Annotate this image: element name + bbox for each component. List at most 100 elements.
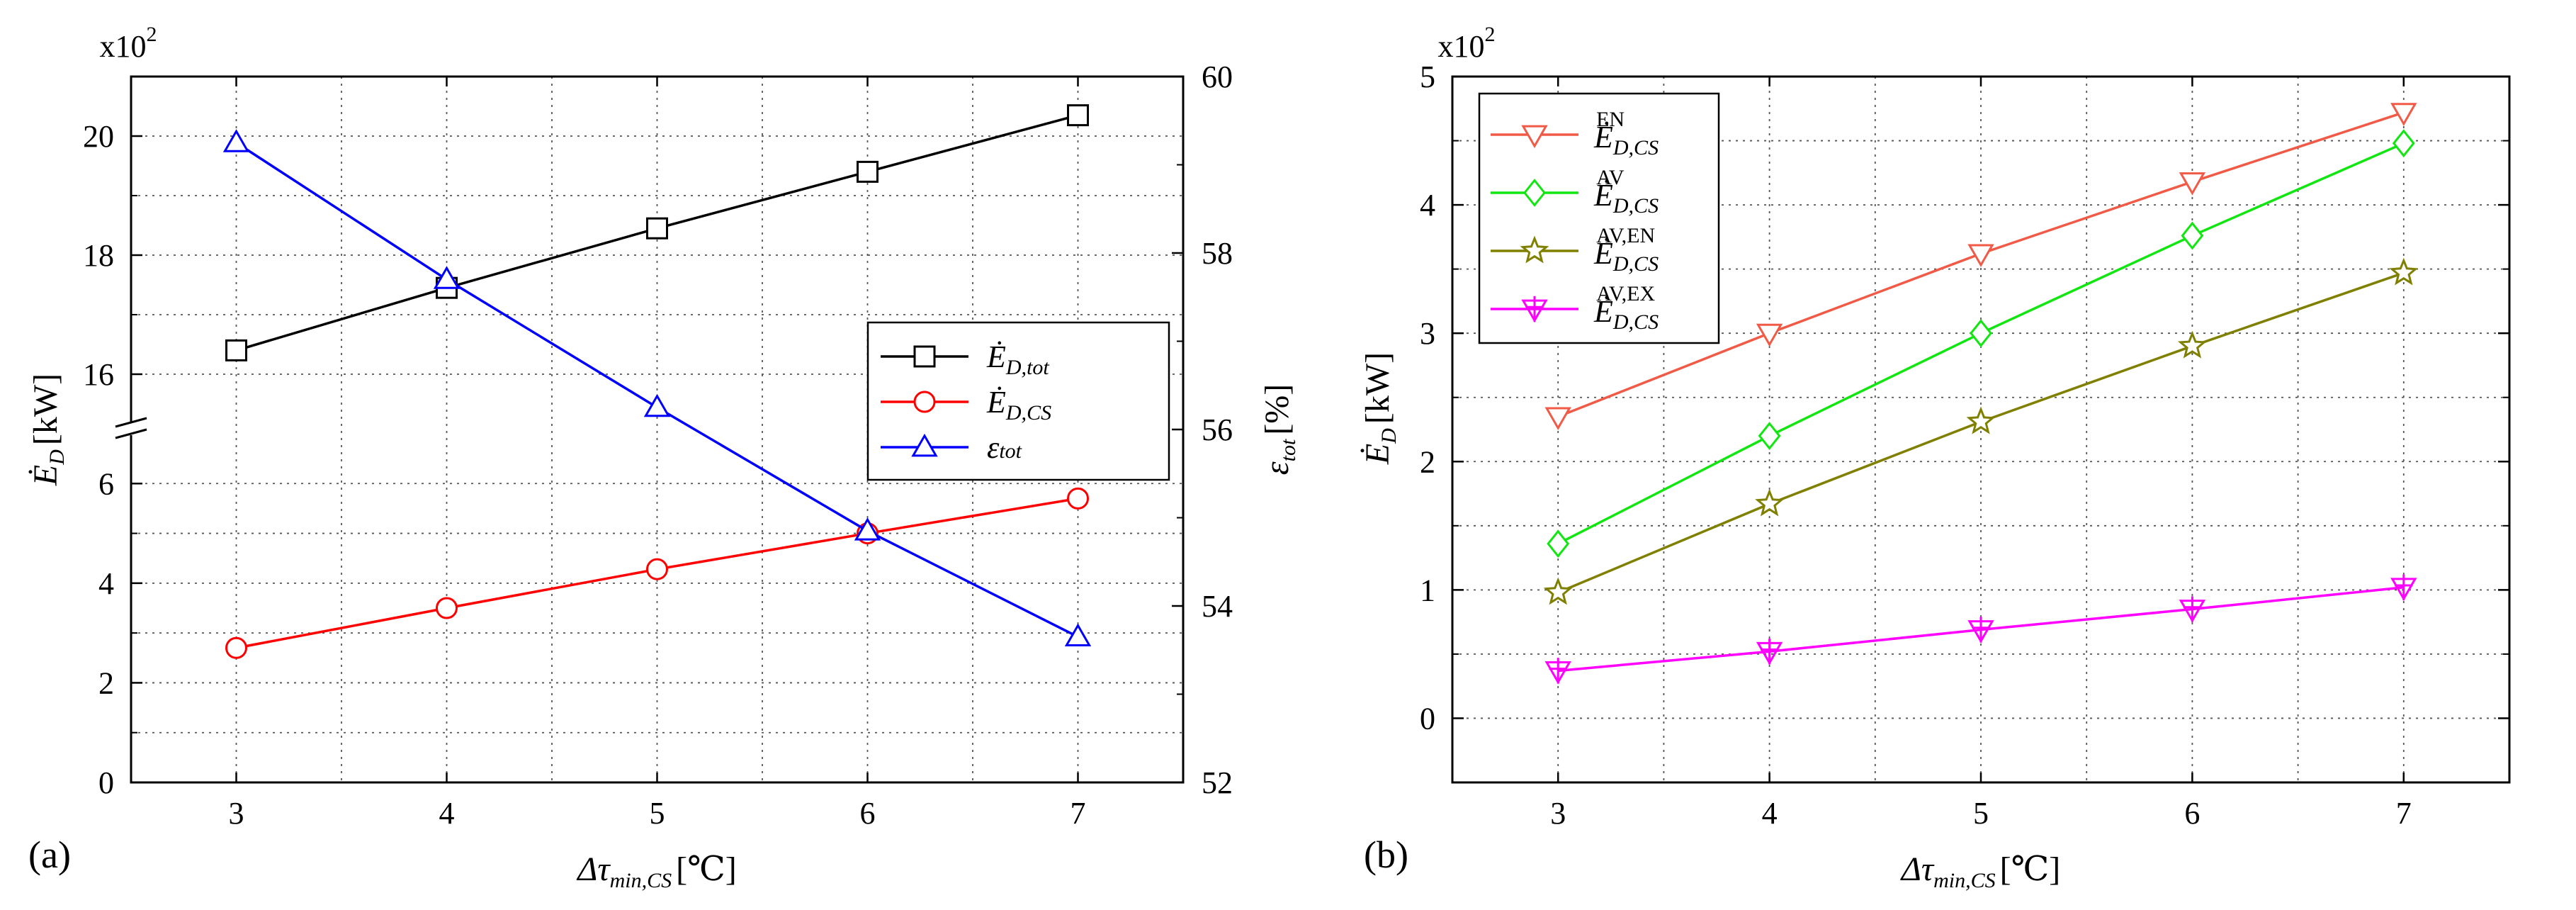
legend-marker-2 bbox=[1520, 235, 1549, 264]
legend-subscript-italic: CS bbox=[1027, 401, 1051, 425]
x-tick-label: 7 bbox=[2396, 796, 2412, 831]
y-right-tick-label: 54 bbox=[1202, 589, 1233, 624]
series-1-point bbox=[225, 636, 247, 659]
legend-subscript: D,CS bbox=[1612, 252, 1659, 276]
y-axis-symbol: Ė bbox=[1359, 444, 1396, 465]
y-multiplier-base: x10 bbox=[100, 29, 147, 64]
series-2-point bbox=[222, 129, 250, 152]
x-tick-label: 7 bbox=[1070, 796, 1086, 831]
x-tick-label: 6 bbox=[860, 796, 876, 831]
legend-marker-1 bbox=[913, 391, 936, 413]
x-axis-subscript: min,CS bbox=[1933, 869, 1996, 892]
legend-symbol: Ė bbox=[986, 385, 1006, 420]
x-tick-label: 5 bbox=[1973, 796, 1989, 831]
x-tick-label: 3 bbox=[1550, 796, 1566, 831]
series-1-point bbox=[1758, 422, 1781, 450]
y-right-axis-title: εtot [%] bbox=[1258, 384, 1300, 476]
series-2-point bbox=[2389, 257, 2419, 286]
y-tick-label: 6 bbox=[98, 466, 114, 501]
y-tick-label: 4 bbox=[98, 566, 114, 601]
y-axis-subscript: D bbox=[1377, 428, 1401, 444]
legend-superscript: AV,EN bbox=[1596, 224, 1655, 247]
series-2-point bbox=[1755, 488, 1785, 517]
x-tick-label: 6 bbox=[2184, 796, 2200, 831]
x-tick-label: 3 bbox=[229, 796, 244, 831]
y-axis-title: ĖD [kW] bbox=[1359, 352, 1401, 465]
legend-marker-1 bbox=[1523, 179, 1546, 207]
legend-label-0: ĖD,CS EN bbox=[1593, 108, 1659, 159]
y-axis-unit: [kW] bbox=[27, 373, 64, 445]
x-axis-subscript: min,CS bbox=[610, 869, 672, 892]
x-axis-symbol: Δτ bbox=[1900, 850, 1935, 888]
y-multiplier-exp: 2 bbox=[147, 23, 157, 46]
legend-subscript: D, bbox=[1005, 401, 1027, 425]
legend-superscript: AV,EX bbox=[1596, 282, 1655, 305]
legend-marker-3 bbox=[1521, 296, 1548, 323]
y-axis-unit: [kW] bbox=[1359, 352, 1396, 424]
legend-symbol: Ė bbox=[1593, 294, 1613, 329]
legend-subscript: D,CS bbox=[1612, 310, 1659, 334]
y-tick-label: 2 bbox=[98, 665, 114, 700]
series-1-point bbox=[646, 558, 668, 580]
legend-marker-0 bbox=[913, 345, 936, 368]
legend-superscript: EN bbox=[1596, 108, 1625, 131]
series-3-point bbox=[1967, 617, 1994, 644]
x-tick-label: 5 bbox=[650, 796, 665, 831]
y-multiplier-exp: 2 bbox=[1485, 23, 1496, 46]
legend-subscript-italic: tot bbox=[1027, 356, 1049, 379]
series-0-point bbox=[646, 217, 668, 240]
x-axis-unit: [℃] bbox=[2000, 850, 2061, 888]
y-axis-symbol: Ė bbox=[27, 465, 64, 486]
series-0-point bbox=[1756, 323, 1783, 347]
series-2-point bbox=[1966, 406, 1996, 434]
series-0-point bbox=[1067, 104, 1089, 127]
series-2-point bbox=[433, 266, 461, 289]
legend-label-2: ĖD,CS AV,EN bbox=[1593, 224, 1659, 276]
series-2-point bbox=[854, 517, 881, 541]
x-axis-symbol: Δτ bbox=[576, 850, 611, 888]
y-tick-label: 18 bbox=[83, 238, 114, 273]
y-axis-title: ĖD [kW] bbox=[27, 373, 69, 486]
panel-label-b: (b) bbox=[1364, 833, 1408, 876]
legend-label-0: ĖD,tot bbox=[986, 339, 1049, 379]
legend-symbol: Ė bbox=[1593, 178, 1613, 213]
x-axis-title: Δτmin,CS [℃] bbox=[576, 850, 737, 892]
y-multiplier: x102 bbox=[1438, 23, 1496, 64]
x-axis-title: Δτmin,CS [℃] bbox=[1900, 850, 2061, 892]
y-right-axis-subscript: tot bbox=[1277, 439, 1300, 461]
y-right-tick-label: 58 bbox=[1202, 236, 1233, 271]
y-tick-label: 4 bbox=[1420, 188, 1435, 223]
legend-subscript-italic: tot bbox=[999, 439, 1022, 463]
y-axis-subscript: D bbox=[45, 449, 69, 466]
y-right-tick-label: 56 bbox=[1202, 412, 1233, 447]
panel-label-a: (a) bbox=[28, 833, 71, 876]
legend-label-1: ĖD,CS bbox=[986, 385, 1051, 425]
series-3-point bbox=[2390, 574, 2417, 601]
y-right-tick-label: 60 bbox=[1202, 60, 1233, 94]
x-tick-label: 4 bbox=[1762, 796, 1778, 831]
y-right-tick-label: 52 bbox=[1202, 765, 1233, 800]
legend-symbol: Ė bbox=[1593, 236, 1613, 271]
y-tick-label: 5 bbox=[1420, 60, 1435, 94]
legend-marker-2 bbox=[911, 433, 938, 457]
series-0-point bbox=[2390, 103, 2417, 126]
y-tick-label: 16 bbox=[83, 357, 114, 392]
series-2-point bbox=[643, 393, 671, 417]
legend-label-1: ĖD,CS AV bbox=[1593, 166, 1659, 218]
legend-marker-0 bbox=[1521, 125, 1548, 149]
legend-superscript: AV bbox=[1596, 166, 1625, 189]
y-tick-label: 0 bbox=[98, 765, 114, 800]
y-right-axis-symbol: ε bbox=[1258, 461, 1296, 475]
y-multiplier-base: x10 bbox=[1438, 29, 1485, 64]
legend-subscript: D,CS bbox=[1612, 194, 1659, 218]
y-tick-label: 0 bbox=[1420, 701, 1435, 736]
y-tick-label: 1 bbox=[1420, 573, 1435, 607]
legend-label-3: ĖD,CS AV,EX bbox=[1593, 282, 1659, 334]
series-1-point bbox=[1547, 529, 1570, 558]
series-0-point bbox=[225, 339, 247, 361]
y-tick-label: 20 bbox=[83, 119, 114, 154]
series-1-point bbox=[2392, 129, 2415, 158]
